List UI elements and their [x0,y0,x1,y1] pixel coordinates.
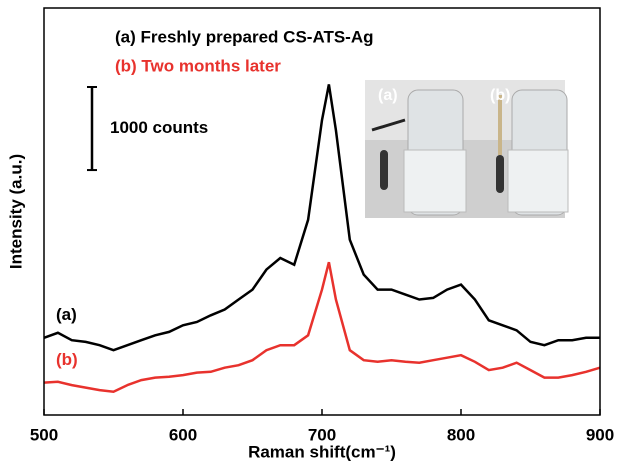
series-label: (a) [56,305,77,324]
x-axis-label: Raman shift(cm⁻¹) [248,442,396,461]
inset-photo [365,80,569,218]
x-tick-label: 600 [169,425,197,444]
y-axis-label: Intensity (a.u.) [6,154,25,269]
spectrum-line [43,261,601,393]
x-tick-label: 900 [586,425,614,444]
x-tick-label: 500 [30,425,58,444]
legend-entry: (b) Two months later [115,56,281,75]
inset-label: (a) [378,87,398,104]
spectrum-line [43,84,600,352]
legend-entry: (a) Freshly prepared CS-ATS-Ag [115,27,374,46]
series-label: (b) [56,350,78,369]
inset-label: (b) [490,87,510,104]
x-tick-label: 700 [308,425,336,444]
x-tick-label: 800 [447,425,475,444]
scale-bar-label: 1000 counts [110,118,208,137]
